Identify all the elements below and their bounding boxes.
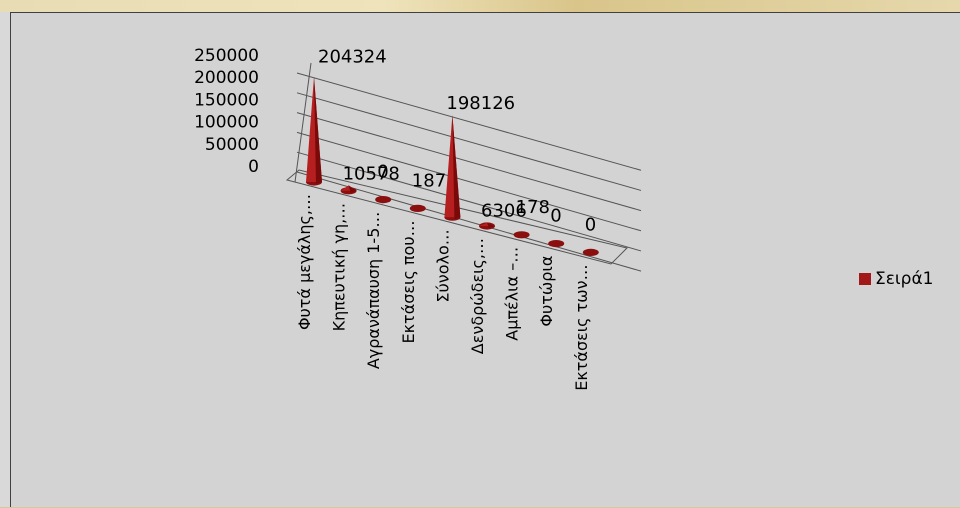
y-tick-label: 150000 <box>194 90 259 110</box>
cone-base <box>548 240 565 248</box>
y-axis-line <box>294 62 312 183</box>
data-label: 10578 <box>343 163 400 184</box>
y-tick-label: 50000 <box>205 135 259 155</box>
data-label: 198126 <box>446 93 515 114</box>
data-label: 178 <box>516 197 550 218</box>
data-label: 204324 <box>318 47 387 68</box>
chart-floor <box>285 169 628 265</box>
background-strip <box>0 0 960 12</box>
gridline <box>296 72 642 171</box>
y-tick-label: 250000 <box>194 46 259 66</box>
category-label: Κηπευτική γη,… <box>330 203 349 332</box>
cone-base <box>513 231 530 239</box>
category-label: Αμπέλια –… <box>503 247 522 341</box>
category-label: Αγρανάπαυση 1-5… <box>364 212 383 370</box>
category-label: Φυτώρια <box>537 256 556 327</box>
data-label: 0 <box>585 214 596 235</box>
y-tick-label: 200000 <box>194 68 259 88</box>
gridline <box>296 151 642 252</box>
cone-bar-shade <box>487 222 495 228</box>
legend-label: Σειρά1 <box>875 269 934 289</box>
category-label: Εκτάσεις των… <box>572 264 591 390</box>
cone-bar-shade <box>314 76 322 184</box>
y-tick-label: 100000 <box>194 113 259 133</box>
category-label: Εκτάσεις που… <box>399 220 418 343</box>
chart-panel: 250000 200000 150000 100000 50000 0 204324 Φυτά… <box>10 12 960 507</box>
cone-bar-shade <box>348 185 357 193</box>
gridline <box>296 112 642 212</box>
legend-swatch <box>859 273 871 285</box>
cone-base <box>375 196 392 204</box>
cone-chart: 250000200000150000100000500000204324Φυτά… <box>194 46 642 391</box>
data-label: 6306 <box>481 201 527 222</box>
cone-base <box>582 248 599 256</box>
gridline <box>296 92 642 191</box>
category-label: Δενδρώδεις,… <box>468 238 487 354</box>
category-label: Σύνολο… <box>433 229 452 302</box>
data-label: 0 <box>550 206 561 227</box>
data-label: 0 <box>377 162 388 183</box>
y-tick-label: 0 <box>248 157 259 177</box>
data-label: 187 <box>412 170 446 191</box>
gridline <box>296 131 642 232</box>
cone-base <box>409 204 426 212</box>
legend: Σειρά1 <box>859 269 934 289</box>
cone-bar-shade <box>452 114 461 220</box>
category-label: Φυτά μεγάλης,… <box>295 194 314 330</box>
